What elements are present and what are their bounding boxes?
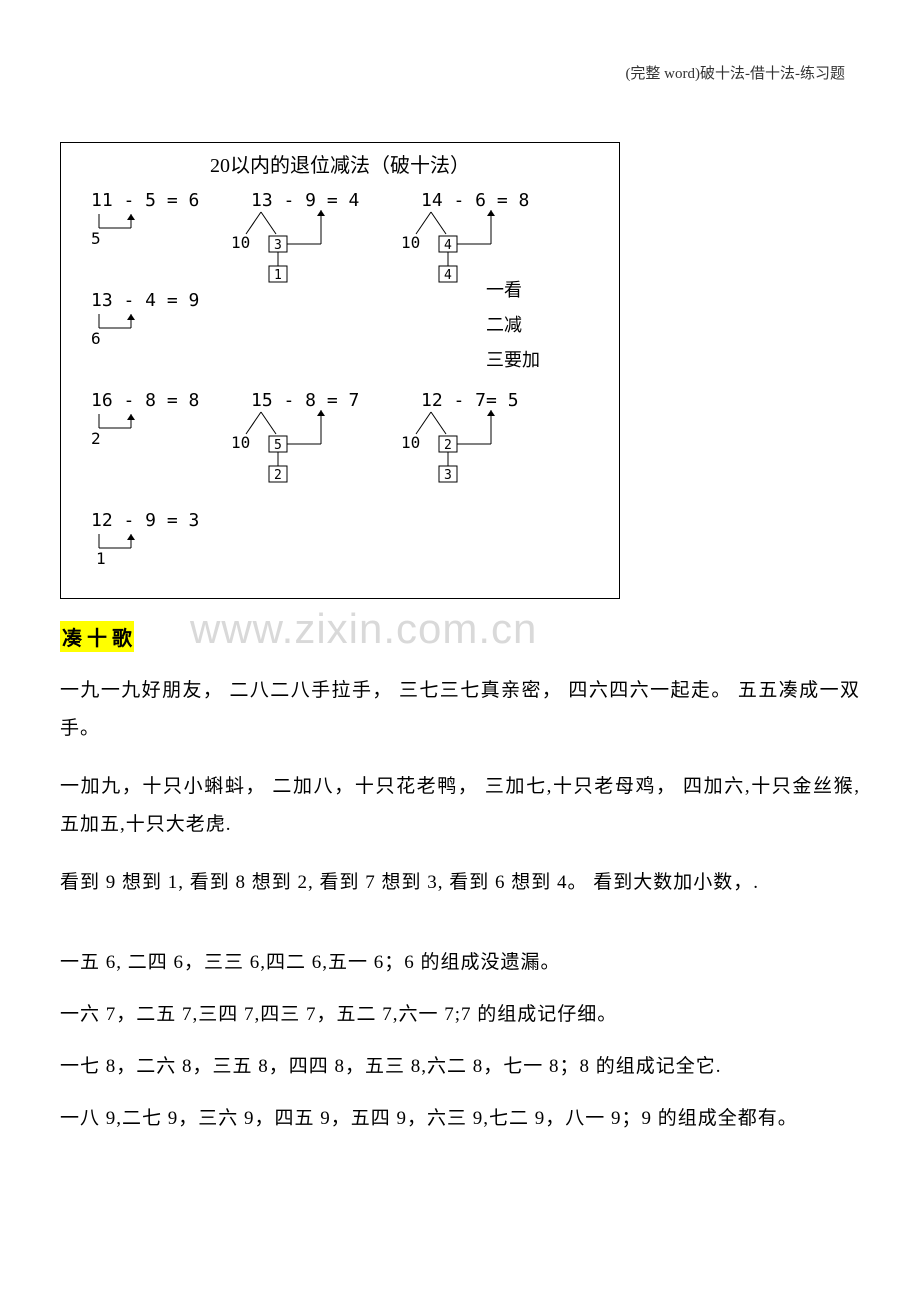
- diagram-svg: 11 - 5 = 6 5 13 - 9 = 4 10 3 1 14 - 6 = …: [71, 186, 611, 586]
- para-1: 一九一九好朋友， 二八二八手拉手， 三七三七真亲密， 四六四六一起走。 五五凑成…: [60, 672, 860, 748]
- eq3-right: 4: [444, 238, 452, 253]
- eq6-right: 5: [274, 438, 282, 453]
- para-4: 一五 6, 二四 6，三三 6,四二 6,五一 6；6 的组成没遗漏。: [60, 944, 860, 982]
- eq4-below: 6: [91, 329, 101, 348]
- eq1-below: 5: [91, 229, 101, 248]
- eq7-text: 12 - 7= 5: [421, 390, 519, 411]
- eq3-left: 10: [401, 233, 420, 252]
- eq7-right: 2: [444, 438, 452, 453]
- eq6-left: 10: [231, 433, 250, 452]
- section-title: 凑 十 歌: [60, 621, 134, 652]
- para-7: 一八 9,二七 9，三六 9，四五 9，五四 9，六三 9,七二 9，八一 9；…: [60, 1100, 860, 1138]
- eq4-text: 13 - 4 = 9: [91, 290, 199, 311]
- watermark: www.zixin.com.cn: [190, 605, 537, 653]
- eq2-text: 13 - 9 = 4: [251, 190, 359, 211]
- para-2: 一加九，十只小蝌蚪， 二加八，十只花老鸭， 三加七,十只老母鸡， 四加六,十只金…: [60, 768, 860, 844]
- eq2-box: 1: [274, 268, 282, 283]
- eq7-box: 3: [444, 468, 452, 483]
- side-l1: 一看: [486, 280, 522, 301]
- eq2-right: 3: [274, 238, 282, 253]
- header-note: (完整 word)破十法-借十法-练习题: [625, 62, 845, 83]
- eq2-left: 10: [231, 233, 250, 252]
- eq5-below: 2: [91, 429, 101, 448]
- eq3-box: 4: [444, 268, 452, 283]
- eq6-text: 15 - 8 = 7: [251, 390, 359, 411]
- diagram-title: 20以内的退位减法（破十法）: [71, 149, 609, 178]
- eq5-text: 16 - 8 = 8: [91, 390, 199, 411]
- eq7-left: 10: [401, 433, 420, 452]
- diagram-box: 20以内的退位减法（破十法） 11 - 5 = 6 5 13 - 9 = 4 1…: [60, 142, 620, 599]
- eq3-text: 14 - 6 = 8: [421, 190, 529, 211]
- para-3: 看到 9 想到 1, 看到 8 想到 2, 看到 7 想到 3, 看到 6 想到…: [60, 864, 860, 902]
- eq8-text: 12 - 9 = 3: [91, 510, 199, 531]
- side-l3: 三要加: [486, 350, 540, 371]
- eq8-below: 1: [96, 549, 106, 568]
- side-l2: 二减: [486, 315, 522, 336]
- para-5: 一六 7，二五 7,三四 7,四三 7，五二 7,六一 7;7 的组成记仔细。: [60, 996, 860, 1034]
- para-6: 一七 8，二六 8，三五 8，四四 8，五三 8,六二 8，七一 8；8 的组成…: [60, 1048, 860, 1086]
- eq6-box: 2: [274, 468, 282, 483]
- eq1-text: 11 - 5 = 6: [91, 190, 199, 211]
